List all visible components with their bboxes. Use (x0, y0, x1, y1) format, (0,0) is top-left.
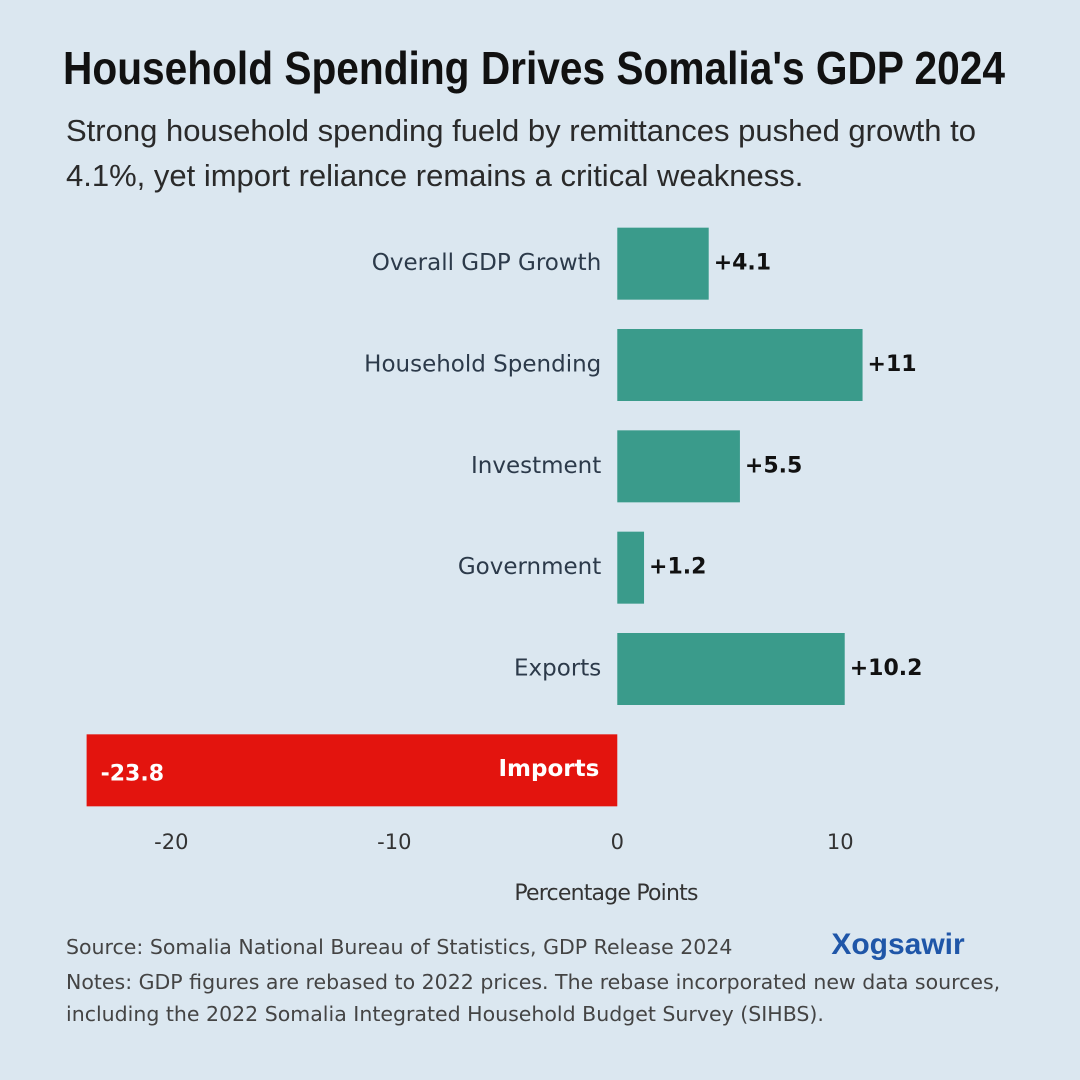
bar (617, 329, 863, 401)
bar (617, 531, 645, 604)
value-label: +4.1 (714, 251, 771, 276)
category-label: Imports (498, 756, 599, 782)
value-label: +1.2 (649, 555, 706, 580)
notes: Notes: GDP figures are rebased to 2022 p… (66, 970, 1001, 1026)
category-label: Household Spending (364, 352, 601, 378)
value-label: +11 (868, 352, 917, 377)
brand: Xogsawir (831, 928, 965, 961)
value-label: +5.5 (745, 453, 802, 478)
x-tick-label: 10 (827, 830, 854, 854)
category-label: Overall GDP Growth (372, 250, 601, 276)
category-label: Government (458, 554, 601, 580)
x-tick-label: -10 (377, 830, 411, 854)
chart-title: Household Spending Drives Somalia's GDP … (63, 42, 1005, 94)
value-label: -23.8 (101, 761, 164, 786)
bar (617, 227, 709, 300)
category-label: Exports (514, 656, 601, 682)
source: Source: Somalia National Bureau of Stati… (66, 935, 732, 959)
subtitle: Strong household spending fueld by remit… (66, 113, 976, 193)
category-label: Investment (471, 453, 601, 479)
bar (617, 430, 740, 503)
x-axis-label: Percentage Points (514, 881, 698, 906)
x-tick-label: 0 (611, 830, 624, 854)
bar (86, 734, 618, 807)
value-label: +10.2 (850, 656, 923, 681)
x-tick-label: -20 (154, 830, 188, 854)
bar (617, 633, 845, 705)
